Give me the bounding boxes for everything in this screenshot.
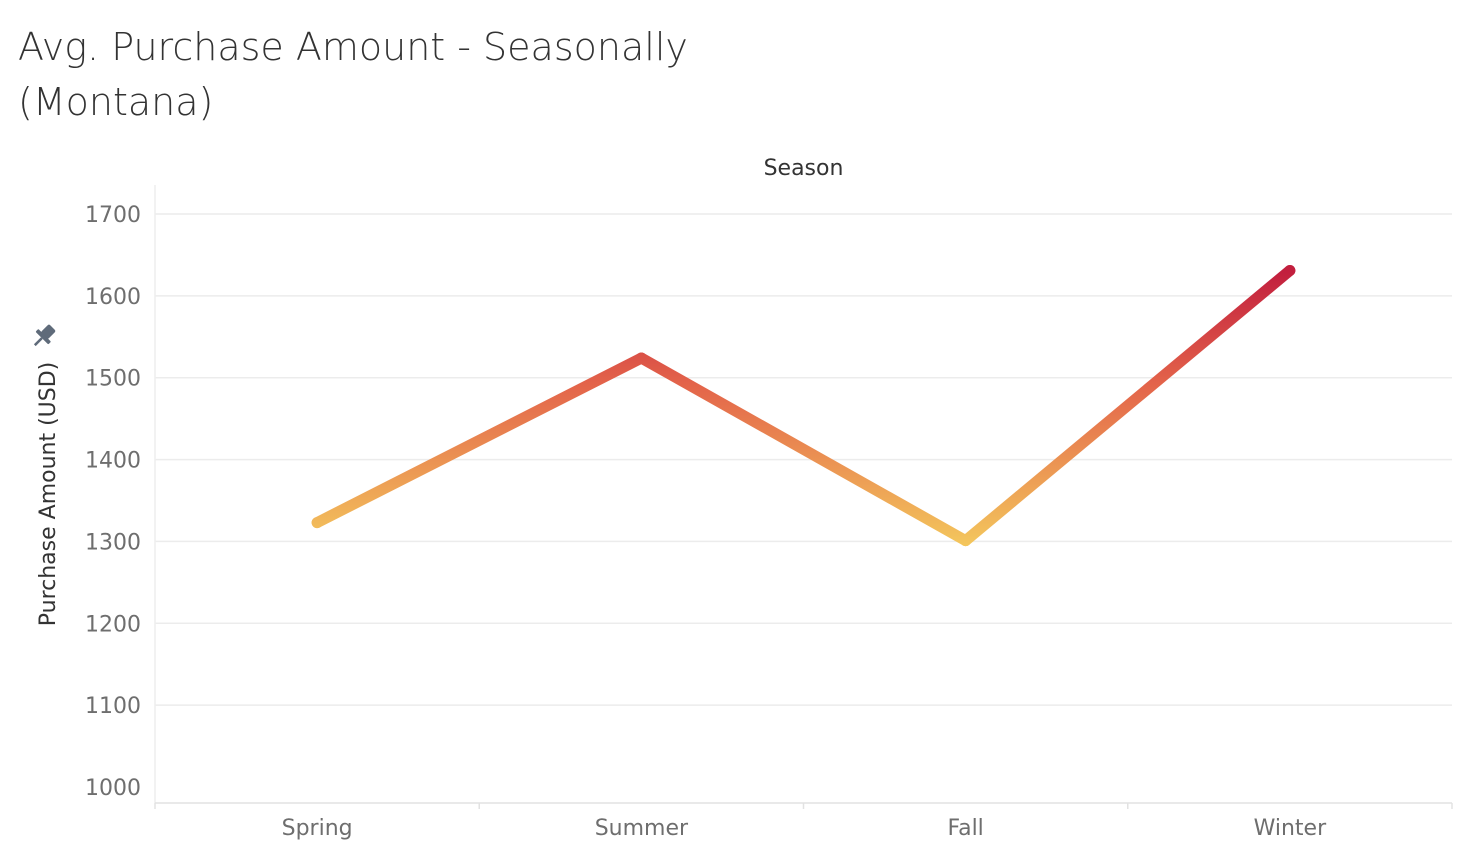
line-segment (635, 352, 972, 547)
line-segment (311, 352, 647, 529)
y-tick-label: 1600 (85, 285, 141, 310)
y-tick-label: 1400 (85, 449, 141, 474)
x-tick-label-fall: Fall (947, 816, 983, 841)
x-tick-label-summer: Summer (595, 816, 689, 841)
data-point-fall[interactable] (960, 535, 972, 547)
y-tick-label: 1100 (85, 694, 141, 719)
line-segment (960, 264, 1296, 547)
chart-title: Avg. Purchase Amount - Seasonally (Monta… (18, 25, 688, 124)
y-tick-label: 1200 (85, 612, 141, 637)
pin-icon[interactable] (28, 321, 58, 351)
y-tick-label: 1300 (85, 530, 141, 555)
data-point-spring[interactable] (311, 517, 323, 529)
y-tick-label: 1000 (85, 776, 141, 801)
y-tick-label: 1700 (85, 203, 141, 228)
x-tick-label-winter: Winter (1254, 816, 1327, 841)
data-point-winter[interactable] (1284, 264, 1296, 276)
column-header: Season (764, 156, 844, 181)
x-tick-label-spring: Spring (282, 816, 353, 841)
y-axis-title: Purchase Amount (USD) (36, 362, 61, 627)
data-point-summer[interactable] (635, 352, 647, 364)
y-tick-label: 1500 (85, 367, 141, 392)
